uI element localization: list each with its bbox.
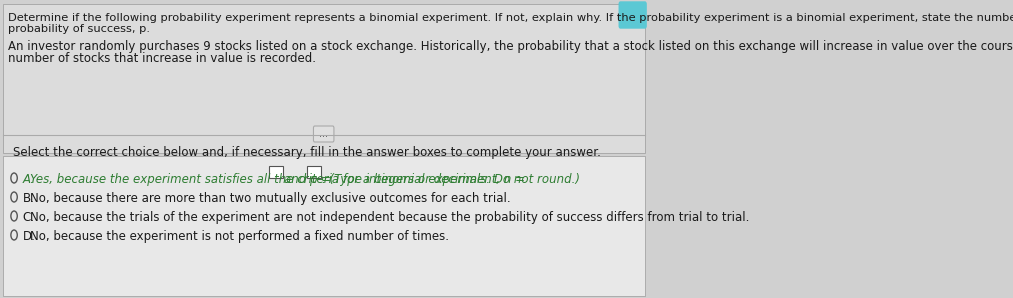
FancyBboxPatch shape (313, 126, 334, 142)
Text: . (Type integers or decimals. Do not round.): . (Type integers or decimals. Do not rou… (322, 173, 580, 186)
Text: probability of success, p.: probability of success, p. (8, 24, 150, 34)
Text: No, because the experiment is not performed a fixed number of times.: No, because the experiment is not perfor… (30, 230, 449, 243)
FancyBboxPatch shape (619, 2, 646, 28)
FancyBboxPatch shape (3, 156, 645, 296)
FancyBboxPatch shape (268, 166, 283, 178)
Text: D.: D. (22, 230, 35, 243)
FancyBboxPatch shape (3, 4, 645, 153)
Text: Yes, because the experiment satisfies all the criteria for a binomial experiment: Yes, because the experiment satisfies al… (30, 173, 525, 186)
Text: Determine if the following probability experiment represents a binomial experime: Determine if the following probability e… (8, 13, 1013, 23)
Text: C.: C. (22, 211, 34, 224)
Text: and p =: and p = (284, 173, 331, 186)
Text: An investor randomly purchases 9 stocks listed on a stock exchange. Historically: An investor randomly purchases 9 stocks … (8, 40, 1013, 53)
Text: A.: A. (22, 173, 34, 186)
Text: Select the correct choice below and, if necessary, fill in the answer boxes to c: Select the correct choice below and, if … (13, 146, 601, 159)
Text: B.: B. (22, 192, 34, 205)
Text: number of stocks that increase in value is recorded.: number of stocks that increase in value … (8, 52, 316, 65)
Text: No, because the trials of the experiment are not independent because the probabi: No, because the trials of the experiment… (30, 211, 750, 224)
Text: ...: ... (319, 129, 328, 139)
Text: No, because there are more than two mutually exclusive outcomes for each trial.: No, because there are more than two mutu… (30, 192, 511, 205)
FancyBboxPatch shape (307, 166, 321, 178)
